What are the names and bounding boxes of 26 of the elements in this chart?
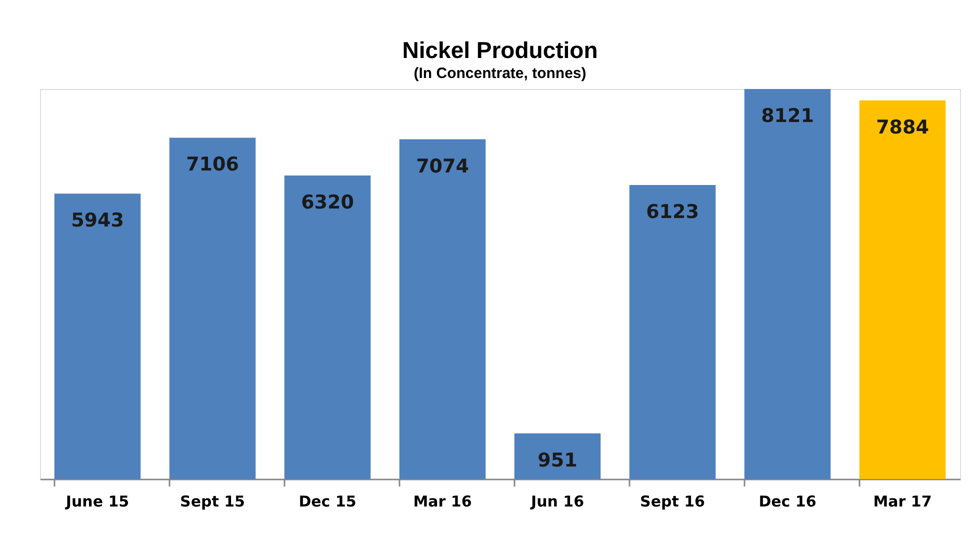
bar — [399, 139, 486, 479]
bar — [744, 89, 831, 479]
data-label: 7884 — [876, 116, 929, 138]
x-tick-label: Mar 16 — [413, 492, 472, 510]
bar — [284, 175, 371, 479]
bar — [514, 433, 601, 479]
bar — [54, 194, 141, 479]
chart-title: Nickel Production — [402, 37, 598, 63]
data-label: 6123 — [646, 200, 699, 223]
x-tick-label: Dec 15 — [298, 492, 356, 510]
x-tick-label: Mar 17 — [873, 492, 932, 510]
data-label: 6320 — [301, 191, 354, 214]
x-tick-label: Sept 16 — [640, 492, 705, 510]
data-label: 8121 — [761, 105, 814, 127]
x-tick-label: Dec 16 — [758, 492, 816, 510]
bar — [169, 138, 256, 479]
bar — [629, 184, 716, 479]
data-label: 5943 — [71, 210, 124, 232]
x-tick-label: June 15 — [64, 492, 130, 510]
data-label: 7074 — [416, 155, 469, 178]
chart-subtitle: (In Concentrate, tonnes) — [414, 65, 586, 82]
bar — [859, 100, 946, 479]
x-tick-label: Sept 15 — [180, 492, 245, 510]
data-label: 7106 — [186, 154, 239, 176]
x-tick-label: Jun 16 — [530, 492, 584, 510]
data-label: 951 — [538, 449, 578, 472]
